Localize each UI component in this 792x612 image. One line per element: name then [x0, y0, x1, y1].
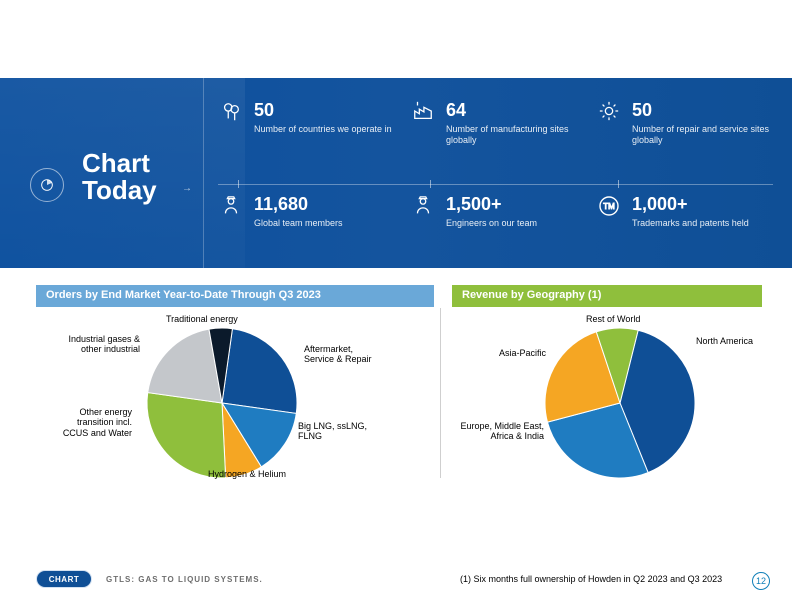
stat-label: Global team members: [254, 218, 343, 229]
stat-label: Number of repair and service sites globa…: [632, 124, 772, 147]
pie-label: Industrial gases & other industrial: [54, 334, 140, 355]
hero-vline: [203, 78, 204, 268]
chart-divider: [440, 308, 441, 478]
stats-grid: 50 Number of countries we operate in 64 …: [218, 100, 778, 270]
chart-logo: CHART: [36, 570, 92, 588]
stat-value: 50: [254, 100, 392, 121]
tm-icon: TM: [596, 194, 622, 270]
person-icon: [218, 194, 244, 270]
pie-label: North America: [696, 336, 753, 346]
gear-icon: [596, 100, 622, 176]
stat-item: 50 Number of repair and service sites gl…: [596, 100, 778, 176]
pie-label: Big LNG, ssLNG, FLNG: [298, 421, 367, 442]
stat-label: Number of manufacturing sites globally: [446, 124, 586, 147]
stat-item: TM 1,000+ Trademarks and patents held: [596, 194, 778, 270]
geo-title: Revenue by Geography (1): [452, 285, 762, 307]
pie-ring-icon: [30, 168, 64, 202]
stat-item: 11,680 Global team members: [218, 194, 410, 270]
page-title: Chart Today: [82, 150, 157, 205]
person-icon: [410, 194, 436, 270]
stat-value: 11,680: [254, 194, 343, 215]
factory-icon: [410, 100, 436, 176]
stat-label: Trademarks and patents held: [632, 218, 749, 229]
stat-item: 64 Number of manufacturing sites globall…: [410, 100, 596, 176]
stat-value: 64: [446, 100, 586, 121]
page-number: 12: [752, 572, 770, 590]
pie-label: Asia-Pacific: [486, 348, 546, 358]
orders-pie: Aftermarket, Service & Repair Big LNG, ss…: [32, 314, 438, 484]
stat-value: 50: [632, 100, 772, 121]
stat-value: 1,000+: [632, 194, 749, 215]
footer-tagline: GTLS: GAS TO LIQUID SYSTEMS.: [106, 575, 263, 584]
pie-label: Europe, Middle East, Africa & India: [454, 421, 544, 442]
pie-label: Other energy transition incl. CCUS and W…: [50, 407, 132, 438]
pie-label: Hydrogen & Helium: [208, 469, 286, 479]
pie-label: Aftermarket, Service & Repair: [304, 344, 372, 365]
pie-label: Traditional energy: [166, 314, 238, 324]
stat-value: 1,500+: [446, 194, 537, 215]
geo-pie: North America Europe, Middle East, Africa…: [452, 314, 770, 484]
stat-label: Number of countries we operate in: [254, 124, 392, 135]
pie-label: Rest of World: [586, 314, 640, 324]
stat-label: Engineers on our team: [446, 218, 537, 229]
arrow-icon: →: [182, 183, 192, 194]
footer: CHART GTLS: GAS TO LIQUID SYSTEMS.: [36, 570, 263, 588]
stat-item: 1,500+ Engineers on our team: [410, 194, 596, 270]
svg-text:TM: TM: [603, 202, 615, 211]
footnote: (1) Six months full ownership of Howden …: [460, 574, 722, 584]
stat-item: 50 Number of countries we operate in: [218, 100, 410, 176]
orders-title: Orders by End Market Year-to-Date Throug…: [36, 285, 434, 307]
pin-icon: [218, 100, 244, 176]
